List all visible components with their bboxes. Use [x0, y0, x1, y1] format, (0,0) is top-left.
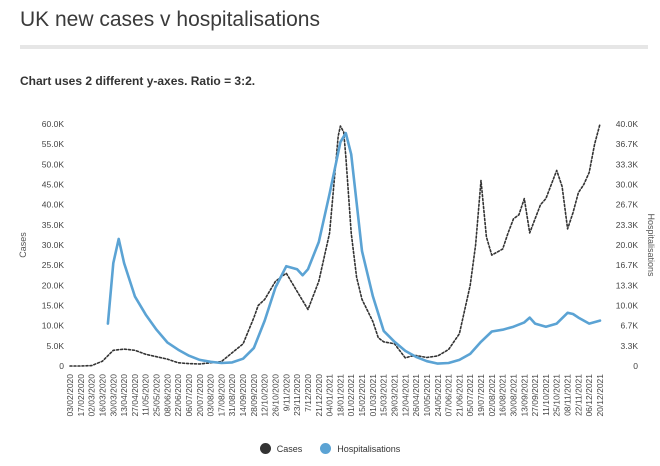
x-axis-tick-label: 22/11/2021: [573, 374, 583, 416]
x-axis-tick-label: 11/05/2020: [141, 374, 151, 416]
x-axis-tick-label: 21/12/2020: [314, 374, 324, 417]
x-axis-tick-label: 06/07/2020: [184, 374, 194, 417]
x-axis-tick-label: 25/10/2021: [552, 374, 562, 417]
right-axis-tick-label: 36.7K: [616, 139, 639, 149]
right-axis-tick-label: 40.0K: [616, 119, 639, 129]
x-axis-tick-label: 05/07/2021: [465, 374, 475, 417]
left-axis-tick-label: 40.0K: [42, 200, 65, 210]
x-axis-tick-label: 13/04/2020: [119, 374, 129, 417]
x-axis-tick-label: 07/06/2021: [444, 374, 454, 417]
left-axis-tick-label: 30.0K: [42, 240, 65, 250]
x-axis-tick-label: 16/03/2020: [97, 374, 107, 417]
right-axis-tick-label: 3.3K: [621, 341, 639, 351]
x-axis-tick-label: 17/02/2020: [76, 374, 86, 417]
x-axis-tick-label: 16/08/2021: [498, 374, 508, 417]
x-axis-tick-label: 26/10/2020: [271, 374, 281, 417]
legend-item-hospitalisations[interactable]: Hospitalisations: [320, 443, 400, 454]
chart-legend: Cases Hospitalisations: [0, 443, 660, 454]
x-axis-tick-label: 31/08/2020: [227, 374, 237, 417]
right-axis-tick-label: 16.7K: [616, 260, 639, 270]
x-axis-tick-label: 22/06/2020: [173, 374, 183, 417]
right-axis-tick-label: 23.3K: [616, 220, 639, 230]
x-axis-tick-label: 30/08/2021: [508, 374, 518, 417]
left-axis-title: Cases: [18, 232, 28, 258]
x-axis-tick-label: 23/11/2020: [292, 374, 302, 416]
x-axis-tick-label: 7/12/2020: [303, 374, 313, 412]
page-title: UK new cases v hospitalisations: [20, 8, 320, 31]
right-axis-tick-label: 6.7K: [621, 321, 639, 331]
left-axis-tick-label: 45.0K: [42, 180, 65, 190]
left-axis-tick-label: 5.0K: [47, 341, 65, 351]
x-axis-tick-label: 04/01/2021: [325, 374, 335, 417]
x-axis-tick-label: 20/12/2021: [595, 374, 605, 417]
x-axis-tick-label: 26/04/2021: [411, 374, 421, 417]
left-axis-tick-label: 60.0K: [42, 119, 65, 129]
x-axis-tick-label: 14/09/2020: [238, 374, 248, 417]
x-axis-tick-label: 29/03/2021: [389, 374, 399, 417]
x-axis-tick-label: 21/06/2021: [454, 374, 464, 417]
x-axis-tick-label: 12/04/2021: [400, 374, 410, 417]
x-axis-tick-label: 24/05/2021: [433, 374, 443, 417]
right-axis-tick-label: 0: [633, 361, 638, 371]
right-axis-tick-label: 10.0K: [616, 301, 639, 311]
right-axis-tick-label: 20.0K: [616, 240, 639, 250]
left-axis-tick-label: 15.0K: [42, 301, 65, 311]
x-axis-tick-label: 15/02/2021: [357, 374, 367, 417]
title-divider: [20, 45, 648, 49]
x-axis-tick-label: 28/09/2020: [249, 374, 259, 417]
left-axis-tick-label: 0: [59, 361, 64, 371]
chart-subtitle: Chart uses 2 different y-axes. Ratio = 3…: [20, 74, 256, 88]
left-axis-tick-label: 25.0K: [42, 260, 65, 270]
right-axis-title: Hospitalisations: [646, 213, 656, 277]
hospitalisations-legend-dot: [320, 443, 332, 454]
x-axis-tick-label: 01/03/2021: [368, 374, 378, 417]
x-axis-tick-label: 02/03/2020: [87, 374, 97, 417]
x-axis-tick-label: 25/05/2020: [152, 374, 162, 417]
x-axis-tick-label: 20/07/2020: [195, 374, 205, 417]
x-axis-tick-label: 02/08/2021: [487, 374, 497, 417]
right-axis-tick-label: 30.0K: [616, 180, 639, 190]
x-axis-tick-label: 10/05/2021: [422, 374, 432, 417]
x-axis-tick-label: 08/11/2021: [563, 374, 573, 416]
x-axis-tick-label: 13/09/2021: [519, 374, 529, 417]
x-axis-tick-label: 27/04/2020: [130, 374, 140, 417]
left-axis-tick-label: 55.0K: [42, 139, 65, 149]
x-axis-tick-label: 12/10/2020: [260, 374, 270, 417]
x-axis-tick-label: 9/11/2020: [281, 374, 291, 411]
x-axis-tick-label: 17/08/2020: [216, 374, 226, 417]
legend-item-cases[interactable]: Cases: [259, 443, 303, 454]
x-axis-tick-label: 01/02/2021: [346, 374, 356, 417]
x-axis-tick-label: 30/03/2020: [108, 374, 118, 417]
x-axis-tick-label: 19/07/2021: [476, 374, 486, 417]
x-axis-tick-label: 03/08/2020: [206, 374, 216, 417]
x-axis-tick-label: 08/06/2020: [162, 374, 172, 417]
left-axis-tick-label: 10.0K: [42, 321, 65, 331]
x-axis-tick-label: 18/01/2021: [335, 374, 345, 417]
x-axis-tick-label: 06/12/2021: [584, 374, 594, 417]
x-axis-tick-label: 15/03/2021: [379, 374, 389, 417]
left-axis-tick-label: 50.0K: [42, 159, 65, 169]
hospitalisations-series-line: [106, 131, 602, 365]
cases-legend-label: Cases: [276, 443, 303, 454]
right-axis-tick-label: 13.3K: [616, 280, 639, 290]
x-axis-tick-label: 11/10/2021: [541, 374, 551, 416]
cases-series-line: [69, 123, 601, 367]
right-axis-tick-label: 26.7K: [616, 200, 639, 210]
dual-axis-line-chart: 0 5.0K 10.0K 15.0K 20.0K 25.0K 30.0K 35.0K 40.0K…: [18, 119, 656, 417]
x-axis-tick-label: 27/09/2021: [530, 374, 540, 417]
x-axis-tick-label: 03/02/2020: [65, 374, 75, 417]
hospitalisations-legend-label: Hospitalisations: [337, 443, 401, 454]
left-axis-tick-label: 35.0K: [42, 220, 65, 230]
cases-legend-dot: [259, 443, 271, 454]
right-axis-tick-label: 33.3K: [616, 159, 639, 169]
left-axis-tick-label: 20.0K: [42, 280, 65, 290]
